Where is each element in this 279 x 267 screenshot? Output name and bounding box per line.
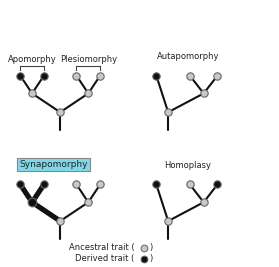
Point [30,200,34,205]
Point [187,182,192,187]
Text: Plesiomorphy: Plesiomorphy [60,55,117,64]
Point [42,73,46,78]
Point [141,246,146,250]
Text: Derived trait (: Derived trait ( [75,254,135,263]
Point [58,219,62,223]
Text: Homoplasy: Homoplasy [164,161,211,170]
Point [42,182,46,187]
Point [98,182,102,187]
Text: Synapomorphy: Synapomorphy [20,160,88,169]
Point [18,73,23,78]
Text: Autapomorphy: Autapomorphy [157,52,219,61]
Point [141,257,146,261]
Text: ): ) [150,254,153,263]
Text: Apomorphy: Apomorphy [8,55,56,64]
Point [86,200,90,205]
Point [98,73,102,78]
Point [166,219,170,223]
Point [74,182,79,187]
Point [74,73,79,78]
Point [215,73,220,78]
Text: ): ) [150,243,153,252]
Point [201,91,206,96]
Point [30,91,34,96]
Point [201,200,206,205]
Text: Ancestral trait (: Ancestral trait ( [69,243,135,252]
Point [154,182,158,187]
Point [86,91,90,96]
Point [154,73,158,78]
Point [58,110,62,114]
Point [187,73,192,78]
Point [18,182,23,187]
Point [166,110,170,114]
Point [215,182,220,187]
